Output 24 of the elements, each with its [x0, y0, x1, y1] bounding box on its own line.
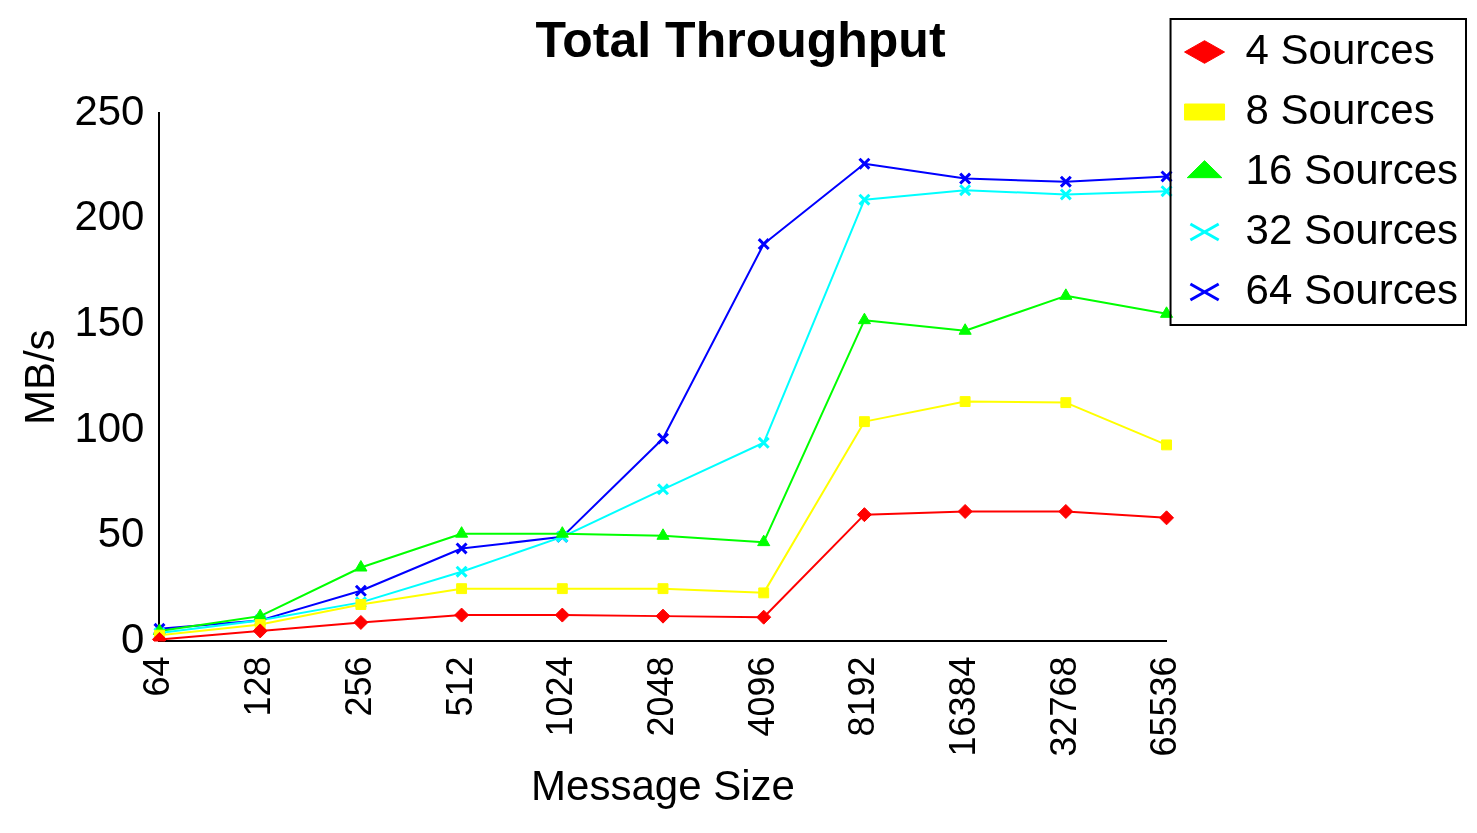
x-tick-label: 32768 [1042, 656, 1084, 757]
x-tick-label: 256 [337, 656, 379, 717]
x-tick-label: 4096 [740, 656, 782, 737]
x-tick-label: 2048 [639, 656, 681, 737]
legend-label: 64 Sources [1245, 265, 1459, 313]
legend-label: 8 Sources [1245, 85, 1435, 133]
y-tick-label: 200 [74, 192, 145, 240]
x-tick-label: 64 [136, 656, 178, 697]
legend-label: 16 Sources [1245, 145, 1459, 193]
y-axis-title: MB/s [15, 329, 63, 426]
x-tick-label: 512 [438, 656, 480, 717]
legend-label: 4 Sources [1245, 25, 1435, 73]
x-tick-label: 16384 [942, 656, 984, 757]
x-tick-label: 8192 [841, 656, 883, 737]
y-tick-label: 150 [74, 297, 145, 345]
y-tick-label: 250 [74, 86, 145, 134]
y-tick-label: 100 [74, 403, 145, 451]
chart-title: Total Throughput [535, 11, 946, 68]
x-axis-title: Message Size [531, 762, 795, 810]
x-tick-label: 1024 [539, 656, 581, 737]
x-tick-label: 65536 [1143, 656, 1185, 757]
y-tick-label: 50 [97, 509, 145, 557]
x-tick-label: 128 [237, 656, 279, 717]
legend-label: 32 Sources [1245, 205, 1459, 253]
